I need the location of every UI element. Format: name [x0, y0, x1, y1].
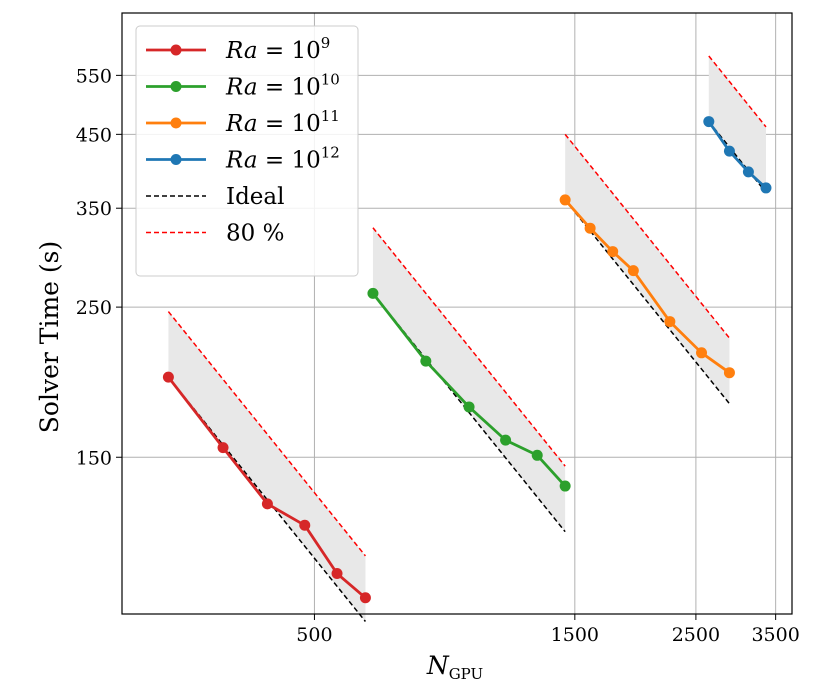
data-point-series-3-6	[696, 347, 708, 359]
legend-marker-series-3	[170, 117, 182, 129]
legend-label-series-2: Ra = 1010	[225, 71, 340, 101]
data-point-series-1-2	[217, 442, 229, 454]
series-line-series-2	[371, 292, 567, 487]
x-axis-label: NGPU	[426, 651, 483, 683]
shaded-band-series-4	[708, 55, 766, 193]
legend-label-series-1: Ra = 109	[225, 34, 330, 64]
data-point-series-3-4	[627, 265, 639, 277]
data-point-series-2-4	[500, 434, 512, 446]
efficiency-80-line-series-4	[708, 55, 767, 128]
data-point-series-2-6	[559, 480, 571, 492]
legend-label-series-4: Ra = 1012	[225, 144, 340, 174]
series-group	[162, 116, 772, 604]
y-tick-label-550: 550	[76, 65, 112, 87]
data-point-series-4-3	[742, 166, 754, 178]
shaded-band-series-2	[372, 227, 566, 532]
legend-marker-series-4	[170, 154, 182, 165]
data-point-series-4-2	[723, 145, 735, 157]
legend-marker-series-2	[170, 81, 182, 92]
data-point-series-2-5	[531, 449, 543, 461]
x-tick-label-2500: 2500	[672, 624, 720, 646]
legend-label-ideal: Ideal	[226, 184, 285, 210]
legend-marker-series-1	[170, 44, 182, 56]
data-point-series-1-1	[162, 371, 174, 383]
data-point-series-4-1	[703, 116, 715, 128]
ideal-line-series-3	[564, 199, 731, 405]
data-point-series-1-4	[299, 519, 311, 531]
data-point-series-3-5	[664, 316, 676, 328]
series-line-series-1	[167, 376, 367, 599]
legend-label-series-3: Ra = 1011	[225, 107, 340, 137]
y-tick-labels: 150 250 350 450 550	[76, 65, 112, 469]
data-point-series-1-3	[261, 498, 273, 510]
efficiency-80-line-series-2	[372, 227, 566, 467]
data-point-series-3-1	[559, 194, 571, 206]
efficiency-80-line-series-3	[564, 133, 731, 339]
y-tick-label-150: 150	[76, 447, 112, 469]
shaded-band-series-3	[565, 134, 730, 404]
data-point-series-1-5	[331, 568, 343, 580]
data-point-series-3-3	[607, 246, 619, 258]
x-tick-label-1500: 1500	[551, 624, 599, 646]
data-point-series-1-6	[359, 592, 371, 604]
y-tick-label-250: 250	[76, 297, 112, 319]
x-tick-labels: 500 1500 2500 3500	[296, 624, 800, 646]
data-point-series-2-3	[463, 401, 475, 413]
legend: Ra = 109 Ra = 1010 Ra = 1011 Ra = 1012 Ideal…	[135, 25, 359, 277]
efficiency-80-line-series-1	[167, 311, 367, 557]
data-point-series-3-2	[584, 222, 596, 234]
data-point-series-3-7	[723, 367, 735, 379]
data-point-series-2-1	[367, 287, 379, 299]
x-tick-label-500: 500	[296, 624, 332, 646]
y-tick-label-450: 450	[76, 124, 112, 146]
data-point-series-2-2	[420, 355, 432, 367]
y-tick-label-350: 350	[76, 198, 112, 220]
data-point-series-4-4	[760, 182, 772, 194]
x-tick-label-3500: 3500	[751, 624, 799, 646]
series-line-series-4	[707, 120, 767, 189]
x-axis-label-sub: GPU	[449, 665, 483, 683]
y-axis-label: Solver Time (s)	[35, 241, 64, 433]
plot-frame	[121, 12, 793, 615]
legend-box	[135, 25, 359, 277]
legend-label-efficiency-80: 80 %	[226, 221, 284, 247]
tick-marks	[116, 74, 777, 620]
